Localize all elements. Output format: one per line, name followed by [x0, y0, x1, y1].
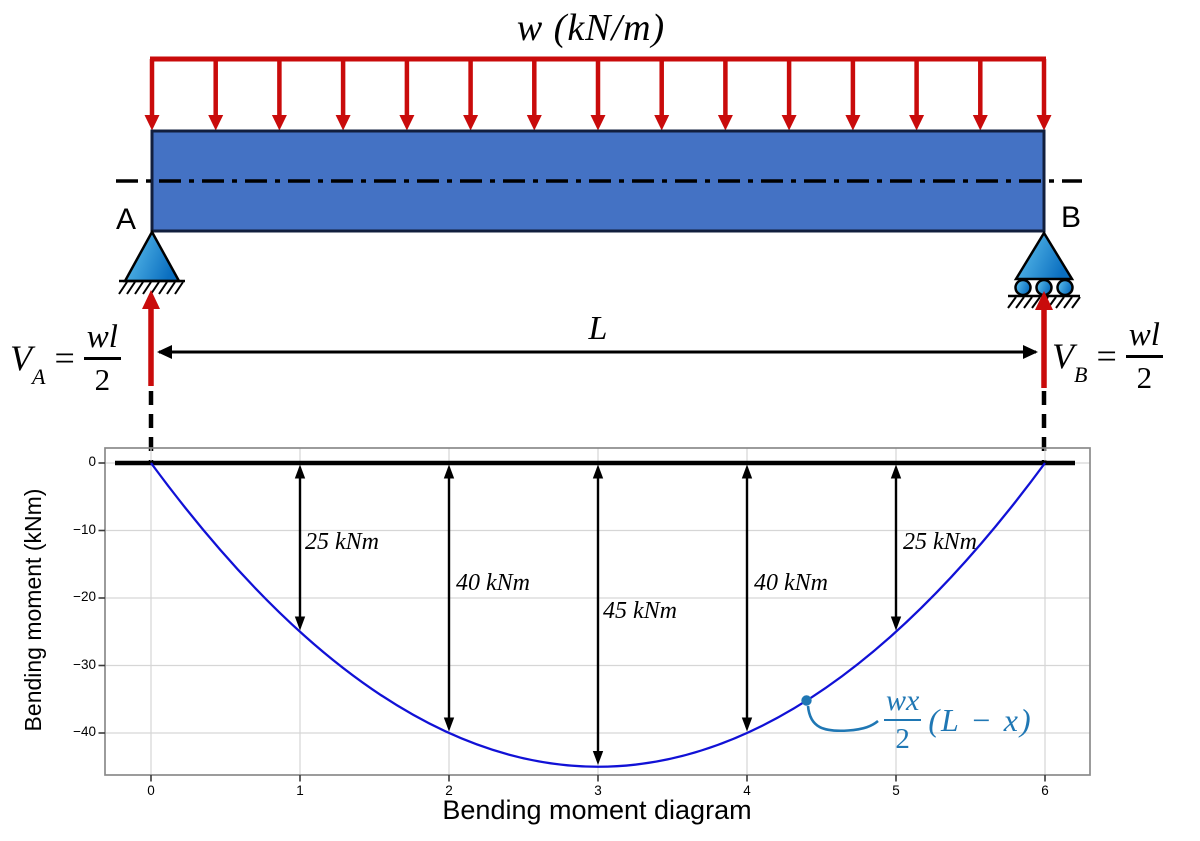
axis-tick-marks — [98, 462, 1046, 782]
x-tick-5: 5 — [892, 783, 900, 798]
support-b-label: B — [1060, 201, 1081, 234]
equals-sign: = — [1096, 336, 1117, 376]
reaction-a-fraction: wl 2 — [83, 321, 121, 395]
x-tick-1: 1 — [296, 783, 304, 798]
moment-label-x1: 25 kNm — [305, 529, 379, 555]
x-tick-4: 4 — [743, 783, 751, 798]
pinned-support-icon — [118, 229, 185, 295]
load-title: w (kN/m) — [516, 7, 666, 49]
moment-equation-annotation: wx 2 (L − x) — [884, 678, 1033, 762]
moment-label-x5: 25 kNm — [903, 529, 977, 555]
reaction-arrow-a — [142, 290, 160, 386]
reaction-b-formula: VB = wl 2 — [1052, 316, 1163, 396]
y-tick-30: −30 — [73, 656, 96, 672]
moment-label-x2: 40 kNm — [456, 570, 530, 596]
moment-arrow-x3 — [592, 464, 604, 765]
reaction-arrow-b — [1035, 291, 1053, 388]
moment-equation-fraction: wx 2 — [884, 683, 922, 756]
x-tick-0: 0 — [147, 783, 155, 798]
reaction-a-var: VA — [10, 338, 46, 390]
equals-sign: = — [54, 338, 75, 378]
x-tick-2: 2 — [445, 783, 453, 798]
y-tick-0: 0 — [88, 454, 96, 469]
y-tick-10: −10 — [73, 521, 96, 537]
moment-arrow-x2 — [443, 464, 455, 732]
reaction-b-fraction: wl 2 — [1125, 319, 1163, 393]
y-tick-20: −20 — [73, 589, 96, 604]
x-axis-label: Bending moment diagram — [442, 795, 752, 825]
moment-label-x3: 45 kNm — [603, 598, 677, 624]
bending-moment-curve — [150, 462, 1046, 768]
udl-load-arrows — [145, 56, 1052, 131]
moment-equation-suffix: (L − x) — [928, 702, 1033, 738]
moment-arrow-x4 — [741, 464, 753, 732]
span-dimension-line — [157, 345, 1038, 359]
x-tick-3: 3 — [594, 783, 602, 798]
moment-arrow-x5 — [890, 464, 902, 631]
span-length-label: L — [588, 310, 608, 347]
curve-point-dot — [801, 695, 812, 706]
x-tick-6: 6 — [1041, 783, 1049, 798]
moment-arrow-x1 — [294, 464, 306, 631]
support-a-label: A — [115, 203, 136, 236]
moment-label-x4: 40 kNm — [754, 570, 828, 596]
reaction-b-var: VB — [1052, 336, 1088, 388]
y-tick-40: −40 — [73, 724, 96, 739]
annotation-leader-line — [806, 705, 879, 733]
beam — [116, 129, 1082, 233]
y-axis-label: Bending moment (kNm) — [20, 488, 46, 732]
reaction-a-formula: VA = wl 2 — [10, 318, 121, 398]
